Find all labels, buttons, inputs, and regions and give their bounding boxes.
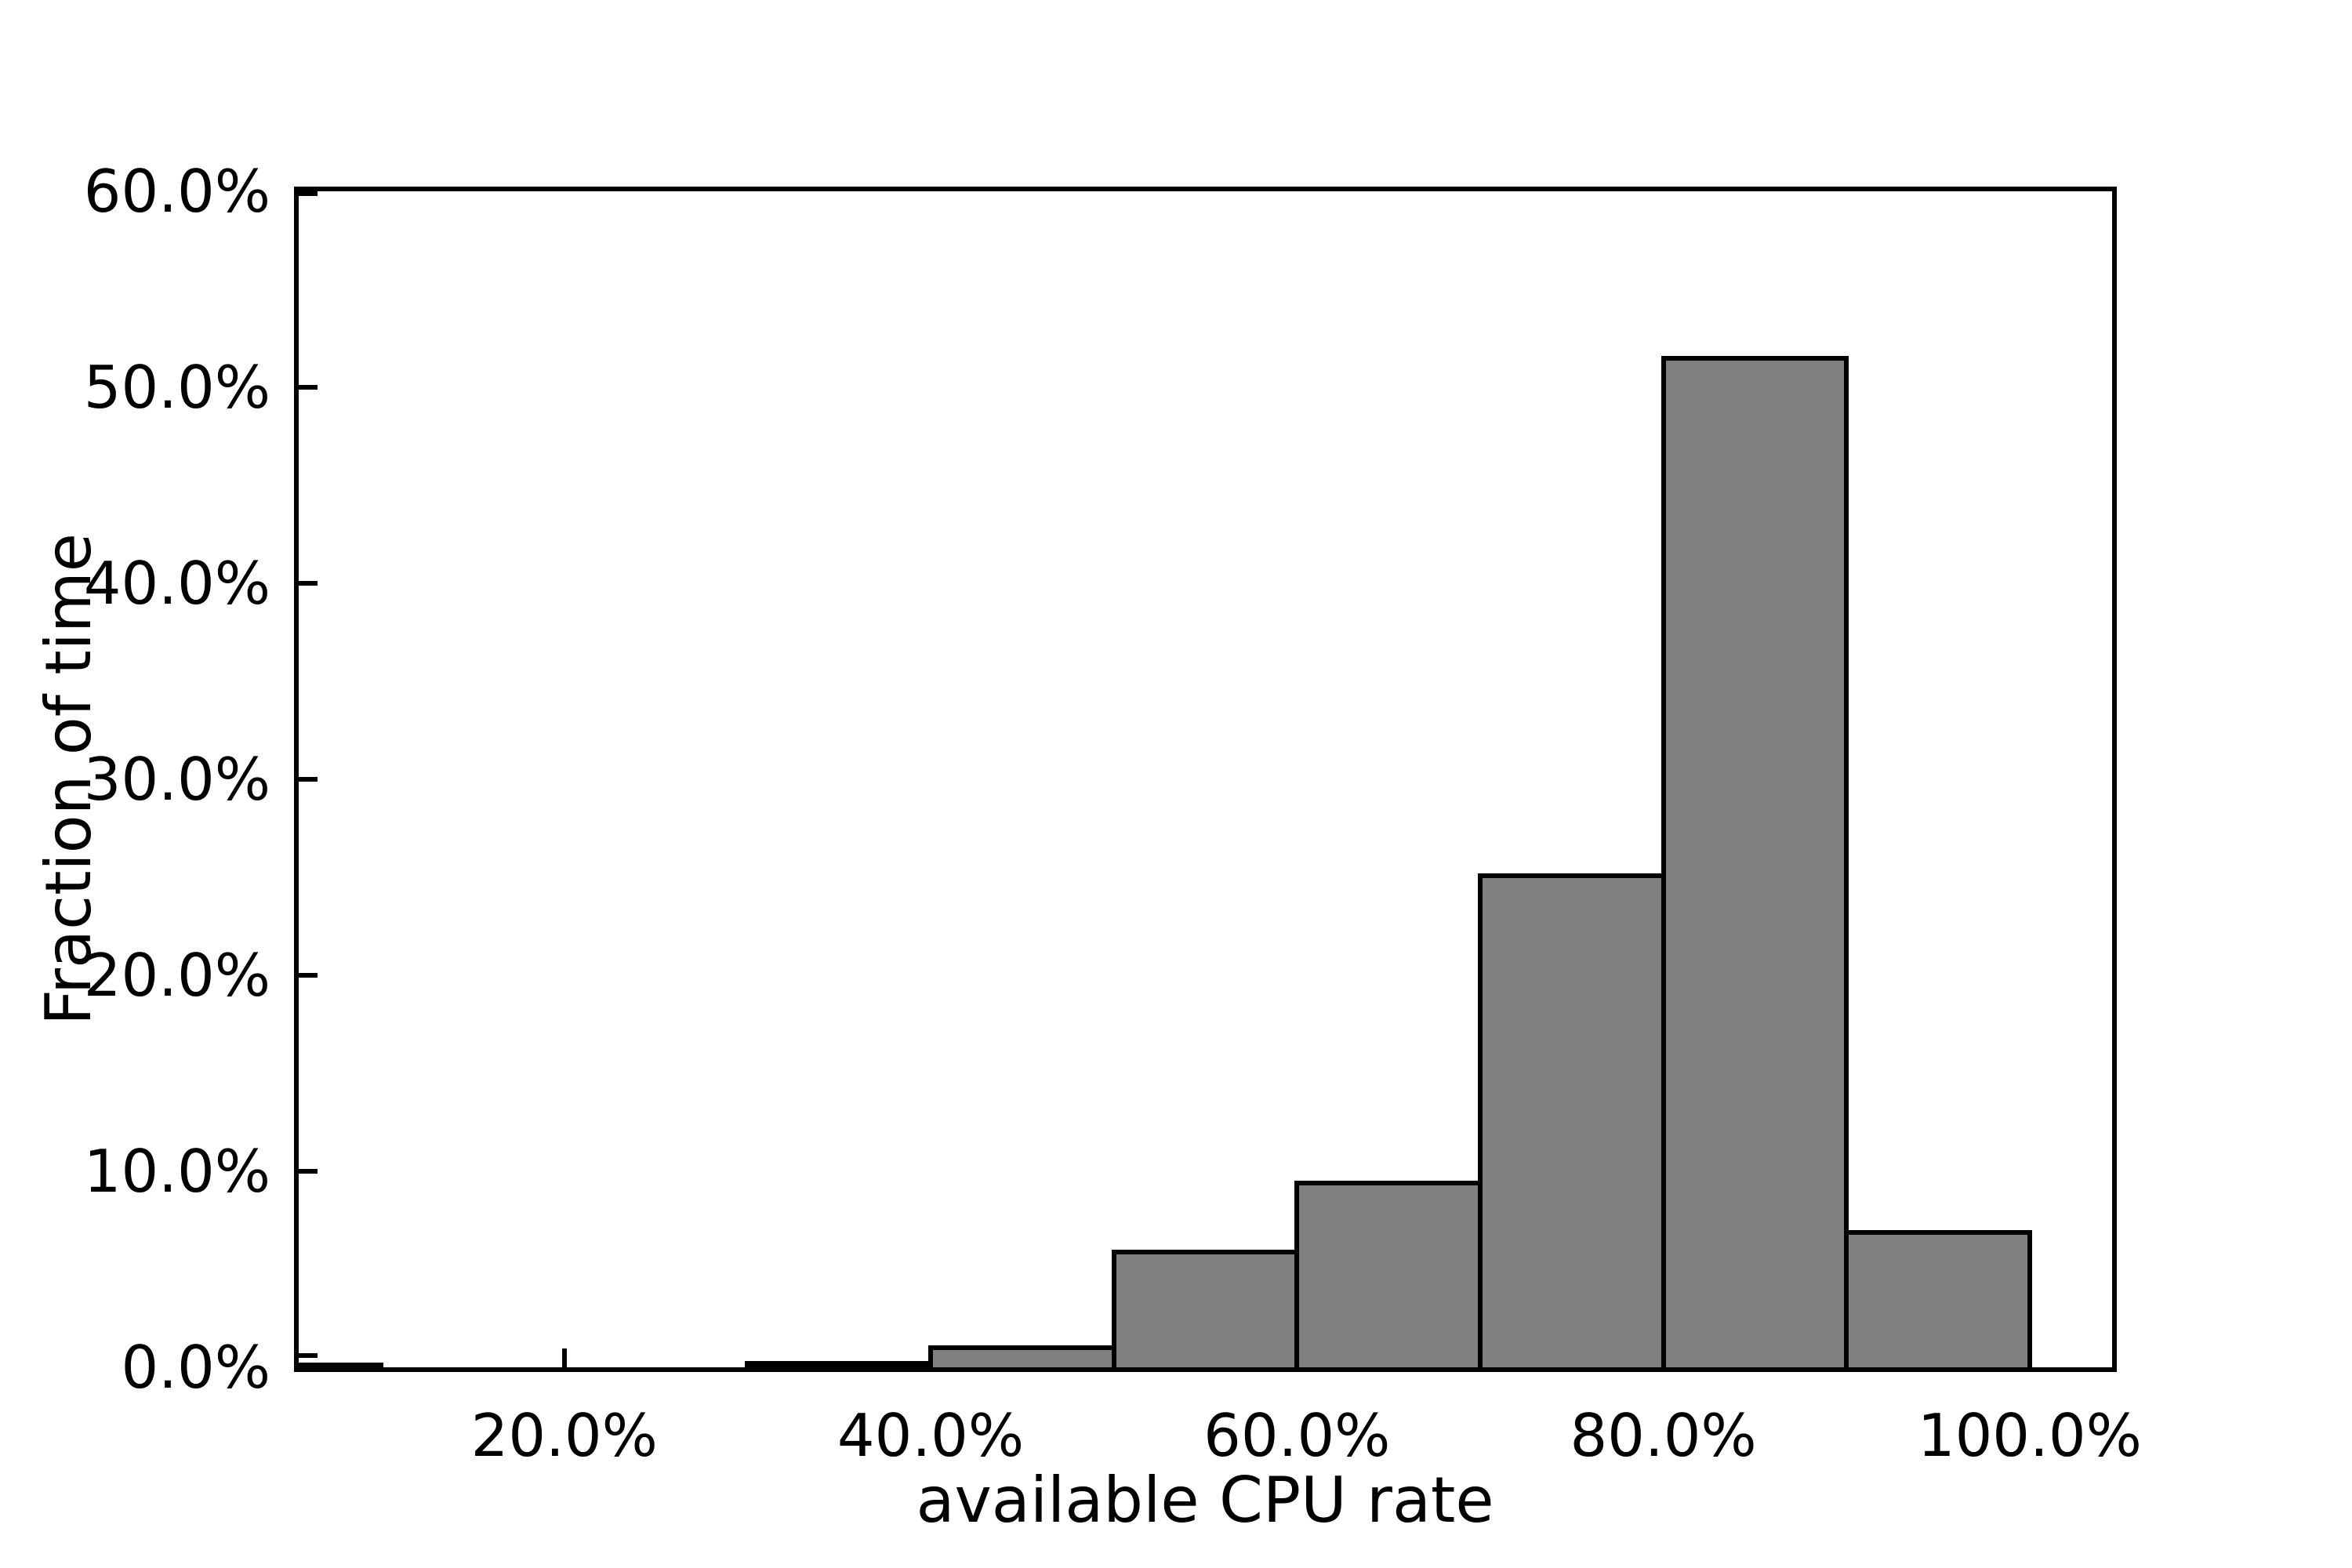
x-tick-mark [1661,1348,1666,1367]
y-tick-mark [299,385,318,390]
x-tick-mark [1294,1348,1300,1367]
plot-area [294,187,2117,1372]
y-tick-label: 50.0% [83,353,270,422]
y-tick-label: 20.0% [83,941,270,1010]
histogram-bar [1294,1181,1483,1367]
y-tick-mark [299,777,318,782]
y-tick-mark [299,1353,318,1358]
histogram-bar [1111,1249,1300,1367]
y-tick-mark [299,1169,318,1174]
histogram-bar [299,1363,384,1367]
histogram-bar [1477,873,1666,1367]
y-tick-mark [299,191,318,196]
y-tick-mark [299,581,318,586]
x-axis-label: available CPU rate [916,1464,1494,1537]
y-tick-label: 0.0% [121,1333,270,1402]
y-tick-mark [299,973,318,978]
x-tick-mark [928,1348,934,1367]
histogram-bar [928,1345,1116,1367]
histogram-bar [745,1360,934,1367]
y-tick-label: 10.0% [83,1137,270,1206]
histogram-bar [1661,355,1849,1367]
x-tick-label: 40.0% [837,1401,1025,1470]
x-tick-mark [561,1348,567,1367]
histogram-bar [1844,1229,2032,1367]
y-tick-label: 60.0% [83,157,270,226]
x-tick-label: 60.0% [1203,1401,1391,1470]
y-tick-label: 30.0% [83,745,270,814]
x-tick-mark [2027,1348,2032,1367]
x-tick-label: 80.0% [1570,1401,1757,1470]
x-tick-label: 100.0% [1917,1401,2142,1470]
x-tick-label: 20.0% [470,1401,658,1470]
y-tick-label: 40.0% [83,549,270,618]
